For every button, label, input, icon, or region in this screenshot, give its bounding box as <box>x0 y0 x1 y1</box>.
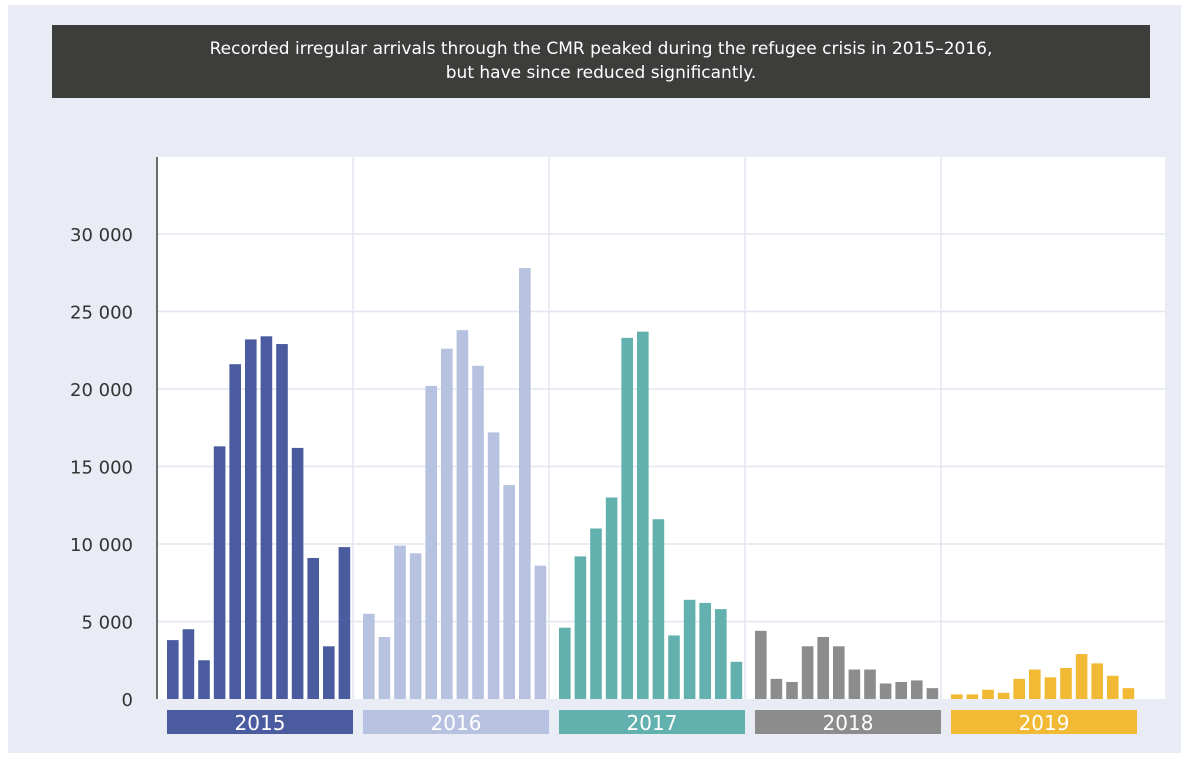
bar-2019-10 <box>1091 663 1103 699</box>
bars <box>167 268 1135 699</box>
bar-2015-9 <box>291 447 304 699</box>
bar-2015-7 <box>260 336 273 699</box>
bar-2019-11 <box>1107 675 1119 699</box>
bar-2015-10 <box>307 557 319 699</box>
bar-2017-3 <box>590 528 602 699</box>
bar-2017-10 <box>699 602 711 699</box>
bar-2015-5 <box>229 364 241 699</box>
bar-2019-6 <box>1029 669 1041 699</box>
year-label-2015: 2015 <box>235 711 286 735</box>
bar-2017-8 <box>668 635 680 699</box>
bar-2018-9 <box>879 683 892 699</box>
y-axis: 0 5 000 10 000 15 000 20 000 25 000 30 000 <box>70 157 158 711</box>
bar-2019-1 <box>951 694 963 699</box>
bar-2018-4 <box>801 646 814 699</box>
headline-line-1: Recorded irregular arrivals through the … <box>209 39 993 59</box>
y-tick-label: 5 000 <box>81 613 133 634</box>
bar-2017-2 <box>574 556 587 699</box>
year-label-2016: 2016 <box>431 711 482 735</box>
year-labels: 2015 2016 2017 2018 2019 <box>167 710 1137 735</box>
bar-2019-5 <box>1013 678 1025 699</box>
bar-2016-5 <box>425 385 437 699</box>
year-band-2017 <box>559 710 745 734</box>
bar-2019-8 <box>1060 668 1072 699</box>
bar-2016-8 <box>472 365 484 699</box>
bar-2015-4 <box>213 446 226 699</box>
bar-2017-5 <box>621 337 633 699</box>
chart-headline: Recorded irregular arrivals through the … <box>52 25 1150 98</box>
bar-2016-9 <box>487 432 500 699</box>
bar-2019-2 <box>966 694 979 699</box>
bar-2018-11 <box>911 680 923 699</box>
y-tick-label: 30 000 <box>70 225 133 246</box>
bar-2017-6 <box>637 331 649 699</box>
bar-2016-11 <box>519 268 531 699</box>
year-label-2018: 2018 <box>823 711 874 735</box>
bar-2016-2 <box>378 637 391 699</box>
y-tick-label: 25 000 <box>70 303 133 324</box>
year-label-2017: 2017 <box>627 711 678 735</box>
bar-2015-3 <box>198 660 210 699</box>
y-tick-label: 10 000 <box>70 535 133 556</box>
bar-2018-6 <box>833 646 845 699</box>
bar-2019-3 <box>982 689 994 699</box>
bar-2018-2 <box>770 678 783 699</box>
bar-2018-5 <box>817 637 829 699</box>
bar-2017-7 <box>652 519 665 699</box>
bar-2015-8 <box>276 344 288 699</box>
bar-2016-1 <box>363 613 375 699</box>
bar-2019-4 <box>997 692 1010 699</box>
bar-2018-8 <box>864 669 876 699</box>
y-tick-label: 0 <box>122 690 133 711</box>
bar-2018-10 <box>895 681 907 699</box>
bar-2018-12 <box>926 688 939 699</box>
year-band-2015 <box>167 710 353 734</box>
bar-2016-3 <box>394 545 406 699</box>
year-band-2018 <box>755 710 941 734</box>
headline-line-2: but have since reduced significantly. <box>445 63 757 83</box>
bar-2016-6 <box>441 348 453 699</box>
bar-2017-9 <box>683 599 696 699</box>
y-tick-label: 20 000 <box>70 380 133 401</box>
bar-2017-12 <box>730 661 743 699</box>
bar-2015-11 <box>323 646 335 699</box>
bar-2019-7 <box>1044 677 1057 699</box>
bar-2015-6 <box>245 339 257 699</box>
bar-2019-12 <box>1122 688 1135 699</box>
bar-2017-4 <box>605 497 618 699</box>
bar-2015-12 <box>338 547 351 699</box>
bar-2015-2 <box>182 629 195 699</box>
bar-2018-1 <box>755 630 767 699</box>
bar-2016-7 <box>456 330 469 699</box>
bar-2018-3 <box>786 681 798 699</box>
bar-2017-1 <box>559 627 571 699</box>
year-label-2019: 2019 <box>1019 711 1070 735</box>
year-band-2019 <box>951 710 1137 734</box>
bar-2015-1 <box>167 640 179 699</box>
bar-2016-4 <box>409 553 422 699</box>
bar-2016-12 <box>534 565 547 699</box>
y-tick-label: 15 000 <box>70 458 133 479</box>
bar-2019-9 <box>1075 654 1088 699</box>
year-band-2016 <box>363 710 549 734</box>
bar-2017-11 <box>715 609 727 699</box>
bar-2018-7 <box>848 669 861 699</box>
bar-2016-10 <box>503 485 515 699</box>
